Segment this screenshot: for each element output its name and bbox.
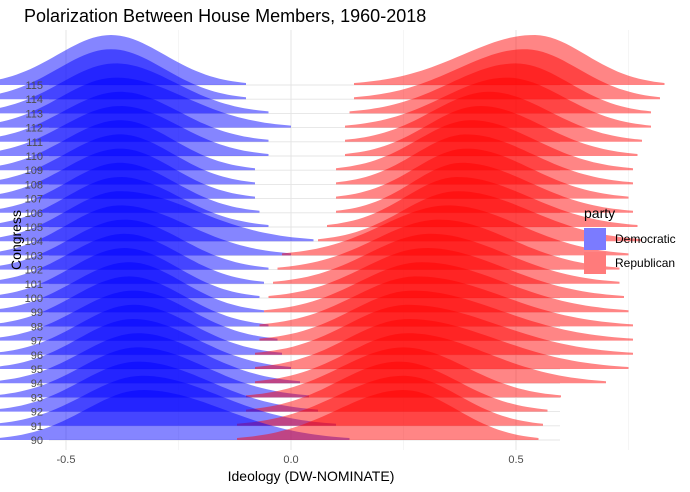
ridge-republican-114	[354, 49, 660, 100]
ridge-republican-106	[336, 162, 633, 213]
ridge-democratic-111	[0, 91, 269, 142]
y-tick-label: 97	[31, 336, 43, 348]
legend-title: party	[584, 205, 615, 221]
ridge-republican-104	[318, 191, 642, 242]
ridge-democratic-94	[0, 333, 300, 384]
ridge-republican-100	[268, 248, 624, 298]
y-tick-label: 108	[25, 179, 43, 191]
ridge-democratic-100	[0, 248, 260, 298]
ridge-republican-107	[336, 148, 629, 199]
y-tick-label: 96	[31, 350, 43, 362]
ridge-democratic-97	[0, 290, 278, 341]
ridge-democratic-112	[0, 77, 291, 128]
x-tick-label: 0.5	[508, 454, 523, 466]
y-tick-label: 101	[25, 279, 43, 291]
ridge-republican-115	[354, 35, 665, 85]
ridge-republican-94	[255, 333, 606, 384]
ridge-republican-109	[336, 120, 633, 171]
ridge-democratic-106	[0, 162, 260, 213]
y-tick-label: 103	[25, 250, 43, 262]
y-tick-label: 114	[25, 94, 43, 106]
y-tick-label: 104	[25, 236, 43, 248]
ridge-republican-111	[345, 91, 642, 142]
y-tick-label: 115	[25, 80, 43, 92]
ridge-republican-98	[259, 276, 633, 327]
ridge-republican-105	[327, 177, 638, 227]
ridge-republican-92	[246, 361, 548, 412]
y-tick-label: 102	[25, 265, 43, 277]
ridge-democratic-113	[0, 63, 269, 114]
ridge-democratic-115	[0, 35, 246, 85]
y-tick-label: 91	[31, 421, 43, 433]
y-tick-label: 100	[25, 293, 43, 305]
ridge-republican-103	[282, 205, 629, 256]
legend-swatch-republican	[584, 252, 606, 274]
ridge-democratic-91	[0, 375, 336, 426]
y-tick-label: 113	[25, 108, 43, 120]
ridge-republican-97	[259, 290, 633, 341]
ridge-republican-112	[345, 77, 651, 128]
ridge-democratic-101	[0, 233, 264, 284]
ridge-republican-95	[255, 319, 629, 369]
x-tick-label: -0.5	[57, 454, 76, 466]
y-tick-label: 99	[31, 307, 43, 319]
x-tick-label: 0.0	[283, 454, 298, 466]
y-tick-label: 105	[25, 222, 43, 234]
ridge-republican-90	[237, 390, 539, 440]
y-tick-label: 112	[25, 123, 43, 135]
ridge-democratic-108	[0, 134, 255, 185]
y-tick-label: 107	[25, 194, 43, 206]
ridge-democratic-93	[0, 347, 309, 398]
ridge-republican-93	[246, 347, 561, 398]
ridge-democratic-90	[0, 390, 350, 440]
ridge-republican-91	[237, 375, 543, 426]
y-tick-label: 94	[31, 378, 43, 390]
ridge-democratic-104	[0, 191, 314, 242]
ridge-republican-102	[277, 219, 620, 270]
grid	[49, 30, 629, 450]
y-tick-labels: 90 91 92 93 94 95 96 97 98 99 100 101 102 103 104 105 10…	[25, 80, 43, 447]
y-tick-label: 106	[25, 208, 43, 220]
ridge-republican-99	[264, 262, 629, 313]
ridge-democratic-109	[0, 120, 255, 171]
ridge-democratic-95	[0, 319, 291, 369]
chart-title: Polarization Between House Members, 1960…	[24, 6, 426, 26]
ridge-republican-101	[273, 233, 620, 284]
ridge-republican-96	[255, 304, 633, 355]
ridge-democratic-114	[0, 49, 246, 100]
y-axis-label: Congress	[8, 210, 24, 270]
ridge-democratic-107	[0, 148, 255, 199]
ridge-democratic-96	[0, 304, 282, 355]
y-tick-label: 109	[25, 165, 43, 177]
ridge-republican-110	[345, 106, 638, 156]
legend: party Democratic Republican	[584, 205, 676, 274]
ridge-democratic-98	[0, 276, 269, 327]
ridge-democratic-92	[0, 361, 318, 412]
y-tick-label: 90	[31, 435, 43, 447]
ridge-democratic-99	[0, 262, 264, 313]
y-tick-label: 95	[31, 364, 43, 376]
y-tick-label: 111	[26, 137, 43, 149]
y-tick-label: 92	[31, 407, 43, 419]
x-axis-label: Ideology (DW-NOMINATE)	[228, 468, 395, 484]
ridge-democratic-103	[0, 205, 291, 256]
legend-swatch-democratic	[584, 228, 606, 250]
legend-label-democratic: Democratic	[615, 232, 676, 246]
y-tick-label: 98	[31, 321, 43, 333]
ridges	[0, 35, 665, 440]
y-tick-label: 93	[31, 392, 43, 404]
legend-label-republican: Republican	[615, 256, 675, 270]
y-tick-label: 110	[25, 151, 43, 163]
ridge-democratic-102	[0, 219, 269, 270]
x-tick-labels: -1.0-0.50.00.51.0	[57, 454, 524, 466]
ridge-republican-113	[349, 63, 651, 114]
ridge-democratic-105	[0, 177, 269, 227]
ridge-democratic-110	[0, 106, 269, 156]
ridge-republican-108	[336, 134, 633, 185]
